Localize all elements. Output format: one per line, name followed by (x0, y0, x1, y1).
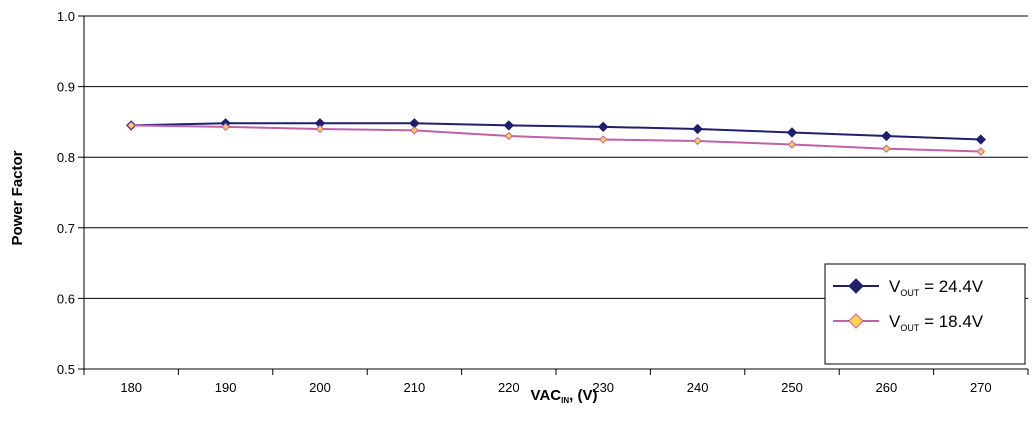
x-tick-label-6: 240 (687, 380, 709, 395)
y-tick-labels: 0.5 0.6 0.7 0.8 0.9 1.0 (57, 9, 75, 377)
x-axis-title: VACIN, (V) (531, 387, 598, 405)
legend: VOUT = 24.4V VOUT = 18.4V (824, 263, 1026, 365)
series-1-point-8 (882, 144, 891, 153)
series-group (125, 118, 987, 156)
series-1-point-6 (693, 136, 702, 146)
series-1-point-2 (315, 124, 325, 134)
x-axis-title-sub: IN (561, 396, 569, 405)
y-tick-label-1: 0.6 (57, 291, 75, 306)
series-line-1 (131, 124, 981, 153)
x-tick-label-8: 260 (876, 380, 898, 395)
legend-label-0: VOUT = 24.4V (889, 277, 984, 298)
series-0-point-7 (786, 127, 798, 138)
series-1-point-4 (504, 131, 514, 141)
legend-label-1: VOUT = 18.4V (889, 312, 984, 333)
x-tick-label-9: 270 (970, 380, 992, 395)
x-tick-label-0: 180 (120, 380, 142, 395)
series-0-point-4 (503, 120, 515, 131)
x-tick-label-5: 230 (592, 380, 614, 395)
series-1-point-3 (410, 126, 419, 135)
axes (78, 15, 1029, 375)
x-tick-label-3: 210 (404, 380, 426, 395)
x-tick-labels: 180 190 200 210 220 230 240 250 260 270 (120, 380, 991, 395)
series-1-point-7 (787, 140, 797, 149)
y-tick-label-0: 0.5 (57, 362, 75, 377)
series-0-point-5 (597, 121, 609, 133)
x-tick-label-2: 200 (309, 380, 331, 395)
series-line-0 (131, 122, 981, 141)
y-tick-label-5: 1.0 (57, 9, 75, 24)
series-0-point-9 (975, 134, 987, 145)
y-tick-label-3: 0.8 (57, 150, 75, 165)
y-tick-label-4: 0.9 (57, 80, 75, 95)
x-tick-label-1: 190 (215, 380, 237, 395)
y-tick-label-2: 0.7 (57, 221, 75, 236)
legend-marker-0 (848, 278, 864, 294)
x-tick-label-4: 220 (498, 380, 520, 395)
series-1-point-5 (598, 135, 608, 144)
series-1-point-0 (126, 121, 136, 130)
legend-marker-1 (848, 313, 864, 329)
series-0-point-6 (692, 123, 703, 135)
y-axis-title: Power Factor (9, 150, 26, 245)
series-0-point-8 (881, 130, 892, 142)
series-1-point-1 (221, 122, 230, 132)
x-axis-title-main: VAC (531, 387, 562, 404)
x-axis-title-suffix: , (V) (569, 387, 597, 404)
x-tick-label-7: 250 (781, 380, 803, 395)
series-1-point-9 (976, 147, 986, 156)
